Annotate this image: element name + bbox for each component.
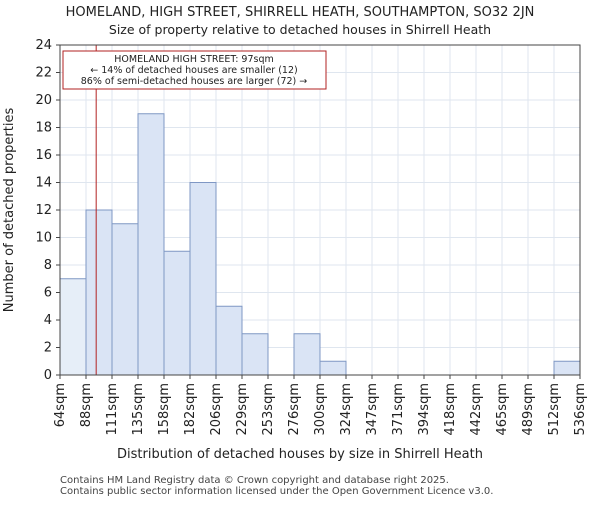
bar-300sqm (319, 360, 347, 376)
x-tick-label: 64sqm (53, 383, 68, 427)
x-tick-label: 276sqm (287, 383, 302, 436)
x-tick-label: 465sqm (495, 383, 510, 436)
x-tick-label: 88sqm (79, 383, 94, 427)
x-tick-label: 418sqm (443, 383, 458, 436)
bar-88sqm (85, 209, 113, 376)
footer-line-1: Contains HM Land Registry data © Crown c… (60, 475, 449, 486)
y-tick-label: 6 (44, 286, 52, 301)
y-tick-label: 20 (35, 93, 52, 108)
x-tick-label: 135sqm (131, 383, 146, 436)
y-tick-label: 12 (35, 203, 52, 218)
bars (59, 113, 581, 376)
bar-64sqm (59, 278, 87, 376)
y-tick-label: 8 (44, 258, 52, 273)
chart-title: HOMELAND, HIGH STREET, SHIRRELL HEATH, S… (66, 5, 535, 20)
x-tick-label: 347sqm (365, 383, 380, 436)
y-tick-label: 24 (35, 38, 52, 53)
x-axis-label: Distribution of detached houses by size … (117, 447, 483, 462)
x-tick-label: 300sqm (313, 383, 328, 436)
bar-229sqm (241, 333, 269, 376)
x-tick-label: 442sqm (469, 383, 484, 436)
y-tick-label: 18 (35, 121, 52, 136)
bar-135sqm (137, 113, 165, 376)
annotation-box: HOMELAND HIGH STREET: 97sqm ← 14% of det… (62, 50, 327, 90)
x-tick-label: 512sqm (547, 383, 562, 436)
y-tick-label: 10 (35, 231, 52, 246)
y-tick-label: 2 (44, 341, 52, 356)
y-tick-label: 14 (35, 176, 52, 191)
annotation-line-3: 86% of semi-detached houses are larger (… (81, 76, 308, 87)
bar-158sqm (163, 250, 191, 376)
y-tick-label: 22 (35, 66, 52, 81)
annotation-line-2: ← 14% of detached houses are smaller (12… (90, 65, 297, 76)
bar-206sqm (215, 305, 243, 376)
y-tick-label: 16 (35, 148, 52, 163)
x-tick-label: 489sqm (521, 383, 536, 436)
bar-512sqm (553, 360, 581, 376)
bar-111sqm (111, 223, 139, 376)
footer-line-2: Contains public sector information licen… (60, 486, 493, 497)
x-tick-label: 206sqm (209, 383, 224, 436)
chart-subtitle: Size of property relative to detached ho… (109, 22, 491, 37)
x-tick-label: 111sqm (105, 383, 120, 436)
x-tick-label: 229sqm (235, 383, 250, 436)
y-tick-label: 0 (44, 368, 52, 383)
x-tick-label: 253sqm (261, 383, 276, 436)
x-axis-ticks: 64sqm 88sqm 111sqm 135sqm 158sqm 182sqm 206sqm… (53, 375, 588, 436)
bar-182sqm (189, 182, 217, 376)
x-tick-label: 371sqm (391, 383, 406, 436)
y-tick-label: 4 (44, 313, 52, 328)
x-tick-label: 536sqm (573, 383, 588, 436)
annotation-line-1: HOMELAND HIGH STREET: 97sqm (114, 54, 273, 65)
x-tick-label: 324sqm (339, 383, 354, 436)
y-axis-label: Number of detached properties (2, 108, 17, 313)
bar-276sqm (293, 333, 321, 376)
x-tick-label: 158sqm (157, 383, 172, 436)
x-tick-label: 394sqm (417, 383, 432, 436)
x-tick-label: 182sqm (183, 383, 198, 436)
